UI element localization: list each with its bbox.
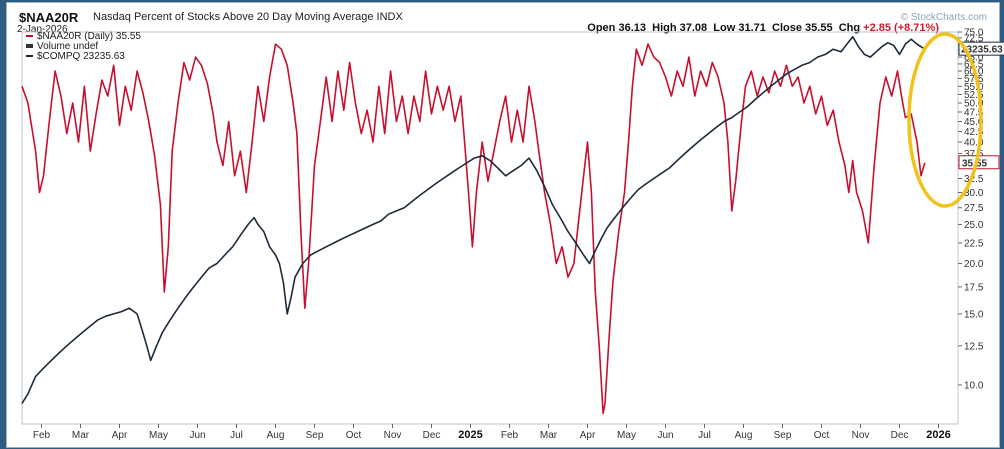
y-tick-label: 22.5 <box>964 238 984 249</box>
y-tick-label: 37.5 <box>964 149 984 160</box>
y-tick-label: 27.5 <box>964 203 984 214</box>
y-tick-label: 15.0 <box>964 309 984 320</box>
low-value: 31.71 <box>738 22 766 34</box>
open-label: Open <box>587 22 616 34</box>
highlight-ellipse <box>907 32 983 208</box>
chart-description: Nasdaq Percent of Stocks Above 20 Day Mo… <box>93 11 403 23</box>
x-tick-label: Apr <box>112 430 128 441</box>
x-tick-label: Mar <box>72 430 90 441</box>
x-tick-label: Oct <box>346 430 362 441</box>
x-tick-label: Aug <box>735 430 753 441</box>
x-tick-label: Jul <box>698 430 711 441</box>
x-tick-label: Nov <box>852 430 870 441</box>
y-tick-label: 17.5 <box>964 282 984 293</box>
x-tick-label: Jul <box>230 430 243 441</box>
legend-label: $COMPQ 23235.63 <box>37 51 125 62</box>
stockcharts-watermark: © StockCharts.com <box>900 12 987 23</box>
x-tick-label: Nov <box>384 430 402 441</box>
x-tick-label: Mar <box>540 430 558 441</box>
x-tick-label: Aug <box>267 430 285 441</box>
y-tick-label: 52.5 <box>964 90 984 101</box>
plot-area <box>21 31 959 425</box>
chg-label: Chg <box>838 22 861 34</box>
compq-line <box>21 35 926 404</box>
y-tick-label: 72.5 <box>964 33 984 44</box>
y-tick-label: 12.5 <box>964 341 984 352</box>
x-tick-label: Dec <box>891 430 909 441</box>
close-value: 35.55 <box>805 22 833 34</box>
x-tick-label: Feb <box>33 430 51 441</box>
low-label: Low <box>713 22 736 34</box>
x-tick-label: Dec <box>423 430 441 441</box>
close-label: Close <box>772 22 802 34</box>
chg-value: +2.85 (+8.71%) <box>863 22 939 34</box>
y-tick-label: 10.0 <box>964 380 984 391</box>
ticker-symbol[interactable]: $NAA20R <box>19 10 79 25</box>
y-tick-label: 20.0 <box>964 259 984 270</box>
ohlc-readout: Open 36.13 High 37.08 Low 31.71 Close 35… <box>587 22 939 34</box>
x-tick-label: Sep <box>774 430 792 441</box>
description-text: Nasdaq Percent of Stocks Above 20 Day Mo… <box>93 11 374 23</box>
y-tick-label: 75.0 <box>964 28 984 39</box>
y-tick-label: 40.0 <box>964 138 984 149</box>
compq-last-value-box <box>958 41 1004 56</box>
y-tick-label: 65.0 <box>964 53 984 64</box>
x-tick-label: May <box>149 430 168 441</box>
x-tick-label: 2025 <box>458 429 482 441</box>
legend-label: $NAA20R (Daily) 35.55 <box>37 31 141 42</box>
y-tick-label: 47.5 <box>964 108 984 119</box>
x-tick-label: Jun <box>657 430 673 441</box>
y-tick-label: 42.5 <box>964 127 984 138</box>
naa20r-line <box>21 43 926 415</box>
x-tick-label: Feb <box>501 430 519 441</box>
y-tick-label: 57.5 <box>964 74 984 85</box>
y-tick-label: 32.5 <box>964 174 984 185</box>
x-tick-label: Sep <box>306 430 324 441</box>
high-label: High <box>652 22 677 34</box>
y-tick-label: 45.0 <box>964 117 984 128</box>
compq-last-value: 23235.63 <box>961 45 1003 56</box>
y-tick-label: 25.0 <box>964 220 984 231</box>
y-tick-label: 30.0 <box>964 188 984 199</box>
x-tick-label: 2026 <box>926 429 950 441</box>
chart-panel: $NAA20R Nasdaq Percent of Stocks Above 2… <box>6 2 1000 448</box>
x-tick-label: Jun <box>189 430 205 441</box>
high-value: 37.08 <box>679 22 708 34</box>
x-tick-label: Oct <box>814 430 830 441</box>
x-tick-label: May <box>617 430 636 441</box>
x-tick-label: Apr <box>580 430 596 441</box>
exchange-label: INDX <box>376 11 403 23</box>
open-value: 36.13 <box>618 22 646 34</box>
y-tick-label: 50.0 <box>964 99 984 110</box>
chart-date: 2-Jan-2026 <box>17 24 68 35</box>
y-tick-label: 55.0 <box>964 82 984 93</box>
legend-label: Volume undef <box>37 41 98 52</box>
